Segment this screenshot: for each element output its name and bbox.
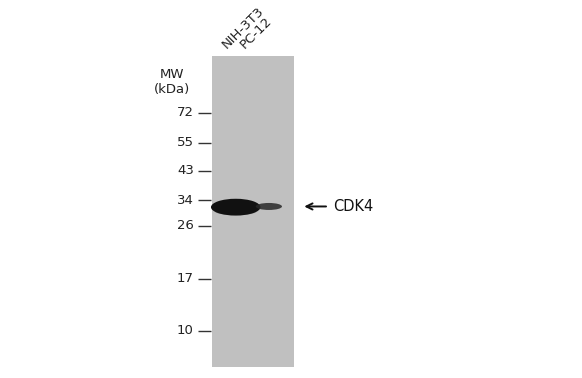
Ellipse shape [215, 208, 257, 215]
Ellipse shape [211, 199, 260, 215]
Text: 72: 72 [177, 106, 194, 119]
Bar [212, 56, 294, 367]
Text: 10: 10 [177, 324, 194, 337]
Text: 17: 17 [177, 273, 194, 285]
Text: NIH-3T3: NIH-3T3 [219, 4, 267, 51]
Text: MW
(kDa): MW (kDa) [154, 68, 190, 96]
Text: 34: 34 [177, 194, 194, 207]
Text: CDK4: CDK4 [333, 199, 373, 214]
Text: 55: 55 [177, 136, 194, 149]
Text: 43: 43 [177, 164, 194, 177]
Text: PC-12: PC-12 [238, 14, 275, 51]
Ellipse shape [255, 203, 282, 210]
Text: 26: 26 [177, 219, 194, 232]
